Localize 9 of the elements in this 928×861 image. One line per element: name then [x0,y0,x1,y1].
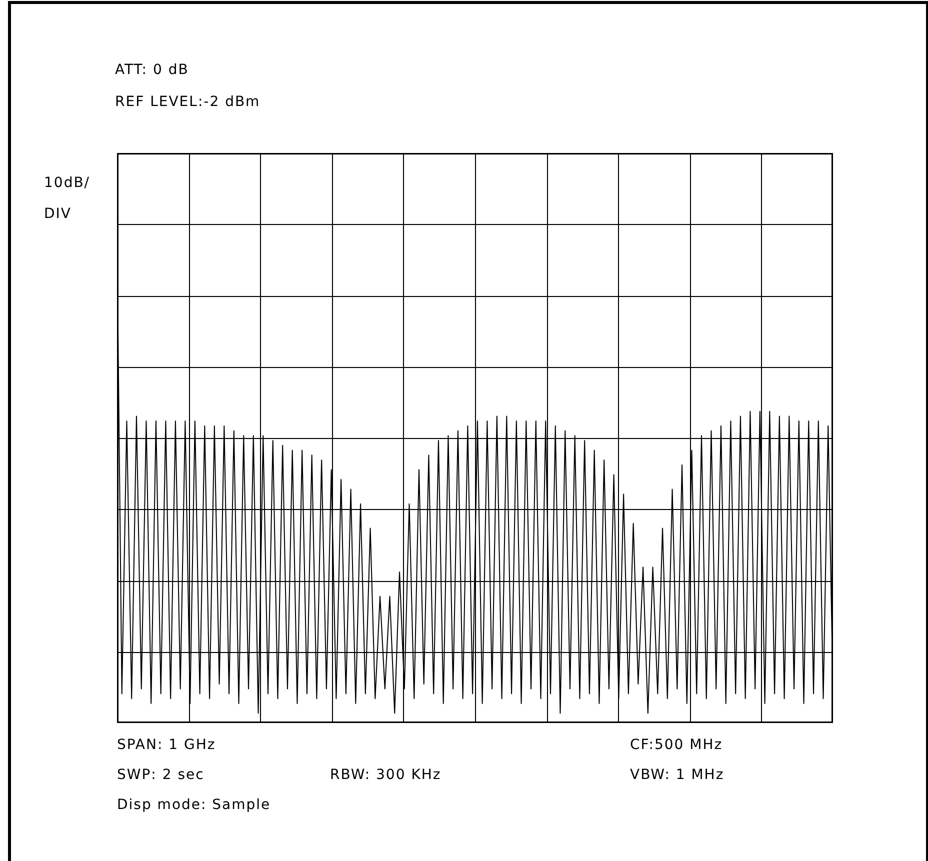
text: CF:500 MHz [630,737,723,753]
y-axis-title: 10dB/DIV [44,174,90,224]
text: SWP: 2 sec [117,767,204,783]
text: VBW: 1 MHz [630,767,724,783]
text: Disp mode: Sample [117,797,271,813]
text: REF LEVEL:-2 dBm [115,94,260,110]
text: ATT: 0 dB [115,62,189,78]
text: SPAN: 1 GHz [117,737,216,753]
text: RBW: 300 KHz [330,767,442,783]
